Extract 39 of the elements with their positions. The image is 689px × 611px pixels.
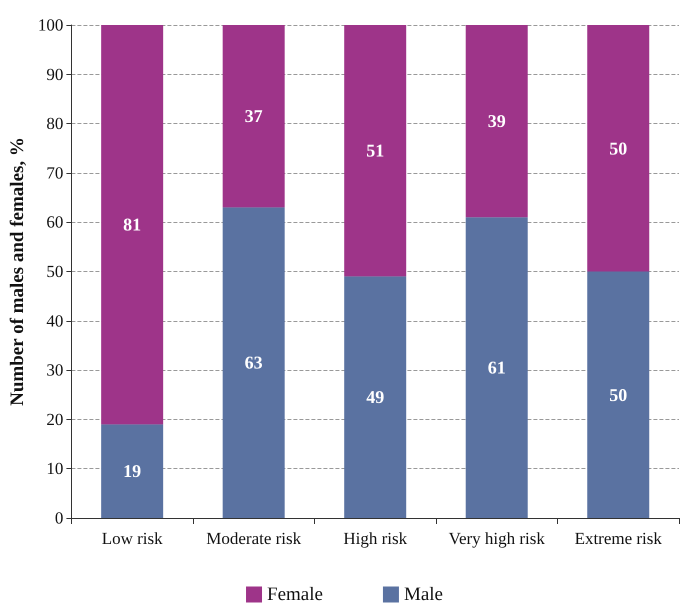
bar <box>466 25 528 218</box>
x-tick-label: Low risk <box>102 529 164 548</box>
data-label: 63 <box>244 352 263 373</box>
bar <box>344 276 406 518</box>
y-tick-label: 40 <box>46 311 64 330</box>
x-tick-label: High risk <box>343 529 408 548</box>
data-label: 49 <box>366 387 384 408</box>
data-label: 51 <box>366 140 384 161</box>
x-tick-label: Very high risk <box>448 529 546 548</box>
y-axis-title: Number of males and females, % <box>7 137 28 406</box>
bar <box>222 207 285 518</box>
y-tick-label: 0 <box>54 508 64 528</box>
bar <box>466 217 528 518</box>
legend-label: Female <box>267 584 323 605</box>
bar <box>587 272 650 518</box>
bar <box>222 25 285 208</box>
y-tick-label: 30 <box>46 360 64 380</box>
y-tick-label: 20 <box>46 410 64 429</box>
bar <box>344 25 406 276</box>
y-tick-label: 90 <box>46 64 64 84</box>
data-label: 50 <box>609 138 628 158</box>
y-tick-label: 100 <box>38 16 64 34</box>
y-tick-label: 10 <box>46 459 64 478</box>
x-tick-label: Moderate risk <box>206 529 302 548</box>
data-label: 81 <box>123 214 142 235</box>
y-tick-label: 50 <box>46 262 64 281</box>
data-label: 39 <box>488 111 506 132</box>
data-label: 19 <box>123 461 142 482</box>
y-tick-label: 70 <box>46 163 64 182</box>
bar <box>587 25 650 272</box>
data-label: 50 <box>609 384 628 405</box>
y-tick-label: 80 <box>46 114 64 134</box>
bar <box>101 424 164 518</box>
x-tick-label: Extreme risk <box>574 529 662 548</box>
data-label: 37 <box>244 106 263 126</box>
data-label: 61 <box>488 358 506 378</box>
y-tick-label: 60 <box>46 212 64 232</box>
legend-label: Male <box>404 584 443 605</box>
bar <box>101 25 164 424</box>
